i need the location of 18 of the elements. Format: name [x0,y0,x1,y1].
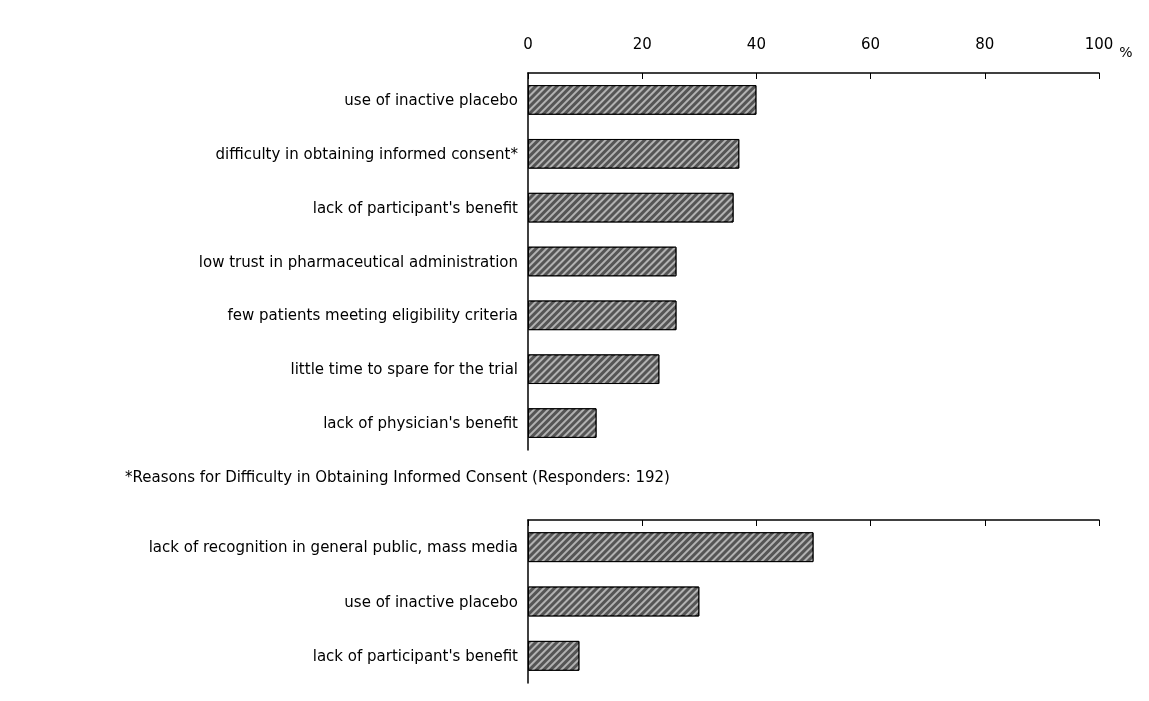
y-tick-label: lack of participant's benefit [312,646,519,665]
y-tick-label: lack of physician's benefit [323,414,519,433]
y-tick-label: few patients meeting eligibility criteria [227,306,518,325]
x-tick-label: 0 [523,34,533,53]
text: *Reasons for Difficulty in Obtaining Informed Consent (Responders: 192) [125,467,670,486]
x-tick-label: 40 [746,34,766,53]
y-tick-label: lack of recognition in general public, mass media [148,538,518,557]
x-tick-label: 60 [861,34,881,53]
x-tick-label: 100 [1084,34,1114,53]
y-tick-label: use of inactive placebo [344,90,518,109]
y-tick-label: difficulty in obtaining informed consent* [215,144,519,163]
y-tick-label: little time to spare for the trial [290,360,518,379]
y-tick-label: lack of participant's benefit [312,198,519,217]
x-tick-label: 20 [632,34,652,53]
x-axis-title: % [1119,44,1133,60]
y-tick-label: low trust in pharmaceutical administration [198,252,518,271]
y-tick-label: use of inactive placebo [344,592,518,611]
x-tick-label: 80 [975,34,995,53]
